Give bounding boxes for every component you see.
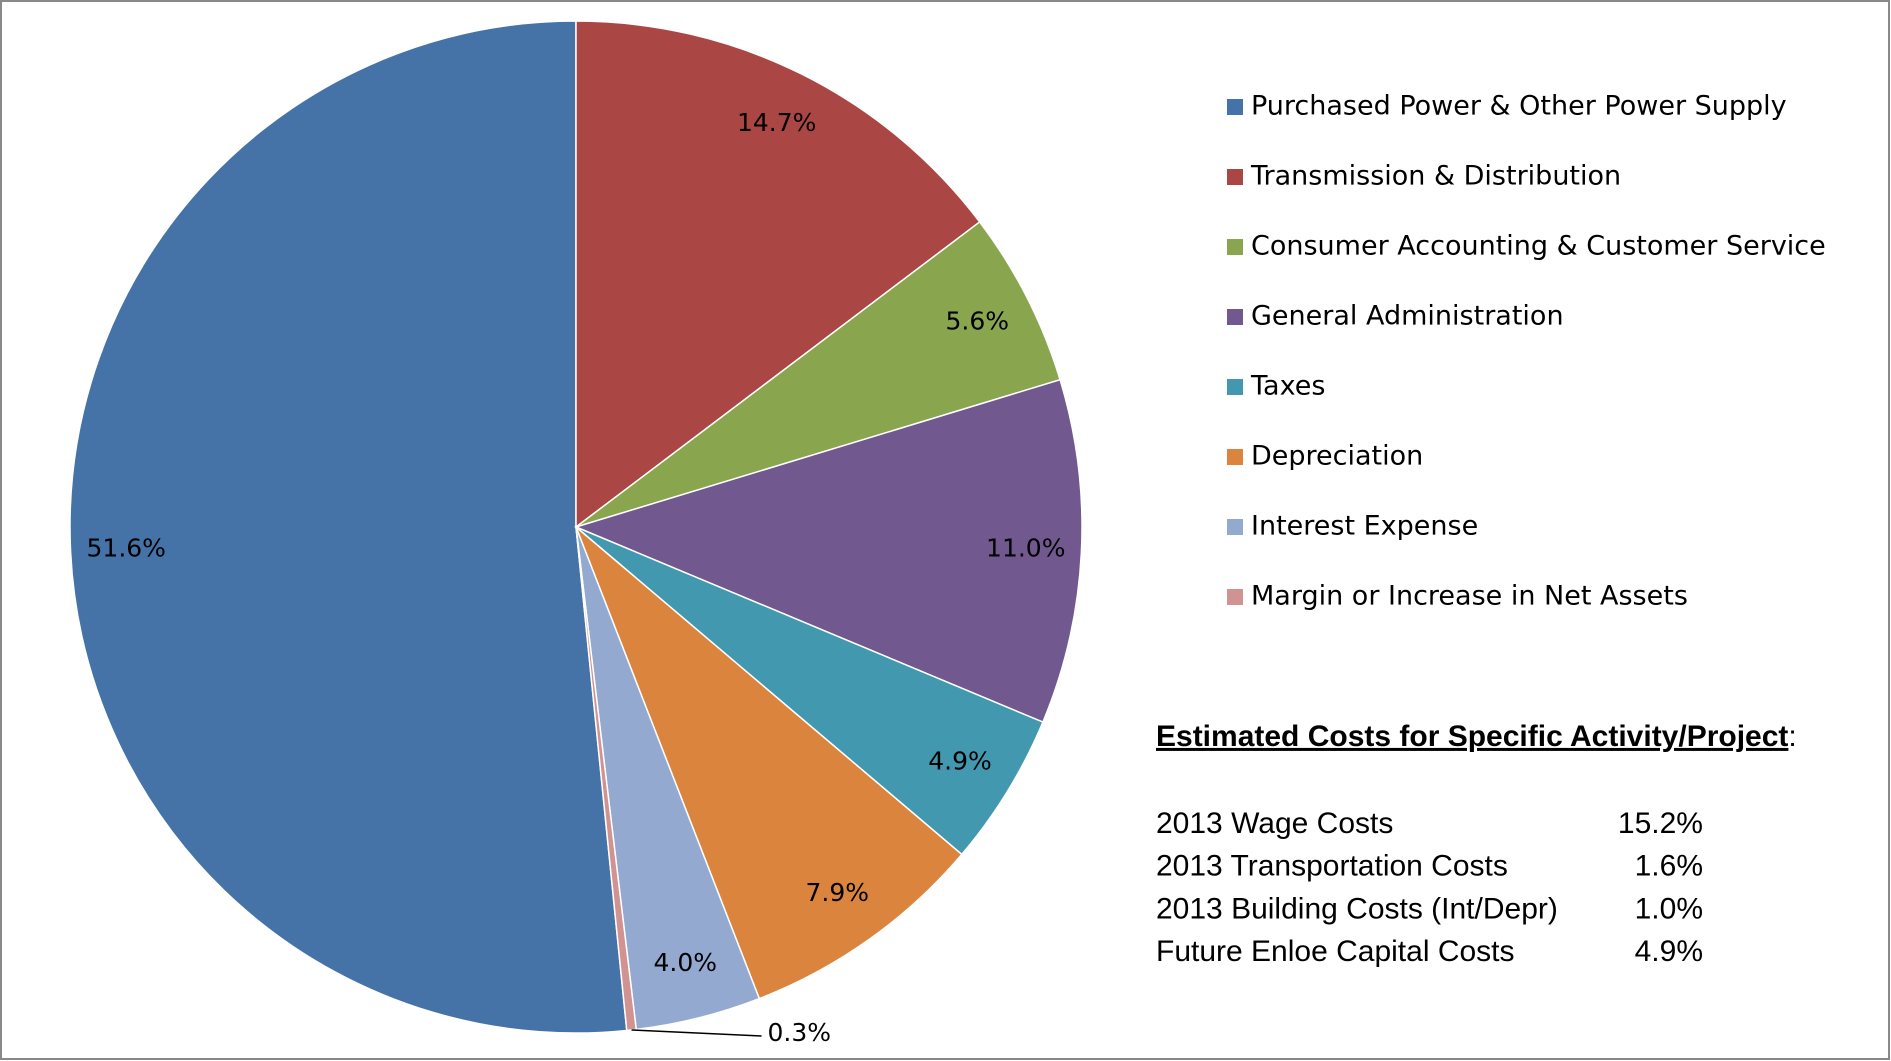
data-label: 51.6% — [87, 534, 166, 563]
table-label: 2013 Wage Costs — [1156, 807, 1393, 840]
legend-label: Taxes — [1250, 371, 1325, 402]
data-label: 4.0% — [653, 948, 717, 977]
table-title: Estimated Costs for Specific Activity/Pr… — [1156, 720, 1788, 753]
table-label: Future Enloe Capital Costs — [1156, 935, 1515, 968]
pie-slice — [575, 220, 1062, 528]
table-value: 1.6% — [1635, 850, 1703, 883]
legend-label: General Administration — [1251, 301, 1564, 332]
table-value: 15.2% — [1618, 807, 1703, 840]
legend-label: Interest Expense — [1251, 511, 1478, 542]
legend-label: Consumer Accounting & Customer Service — [1251, 231, 1826, 262]
legend-swatch — [1227, 379, 1243, 395]
pie-slice — [69, 20, 628, 1034]
legend-label: Depreciation — [1251, 441, 1423, 472]
legend-label: Margin or Increase in Net Assets — [1251, 581, 1688, 612]
legend-swatch — [1227, 169, 1243, 185]
legend-swatch — [1227, 99, 1243, 115]
data-label: 11.0% — [986, 534, 1065, 563]
data-label: 7.9% — [805, 878, 869, 907]
table-label: 2013 Transportation Costs — [1156, 850, 1508, 883]
pie-slice — [575, 526, 1044, 856]
data-label: 4.9% — [928, 746, 992, 775]
leader-line — [631, 1029, 762, 1037]
pie-slice — [573, 378, 1083, 724]
pie-slice — [575, 526, 963, 1000]
legend-swatch — [1227, 519, 1243, 535]
table-label: 2013 Building Costs (Int/Depr) — [1156, 892, 1558, 925]
data-label: 0.3% — [768, 1018, 832, 1047]
legend-label: Transmission & Distribution — [1250, 161, 1621, 192]
table-value: 1.0% — [1635, 892, 1703, 925]
data-label: 14.7% — [737, 108, 816, 137]
legend-label: Purchased Power & Other Power Supply — [1251, 91, 1787, 122]
legend-swatch — [1227, 589, 1243, 605]
data-label: 5.6% — [945, 307, 1009, 336]
legend-swatch — [1227, 449, 1243, 465]
legend-swatch — [1227, 309, 1243, 325]
pie-slice — [575, 20, 981, 529]
legend-swatch — [1227, 239, 1243, 255]
table-title-suffix: : — [1788, 720, 1796, 753]
table-value: 4.9% — [1635, 935, 1703, 968]
